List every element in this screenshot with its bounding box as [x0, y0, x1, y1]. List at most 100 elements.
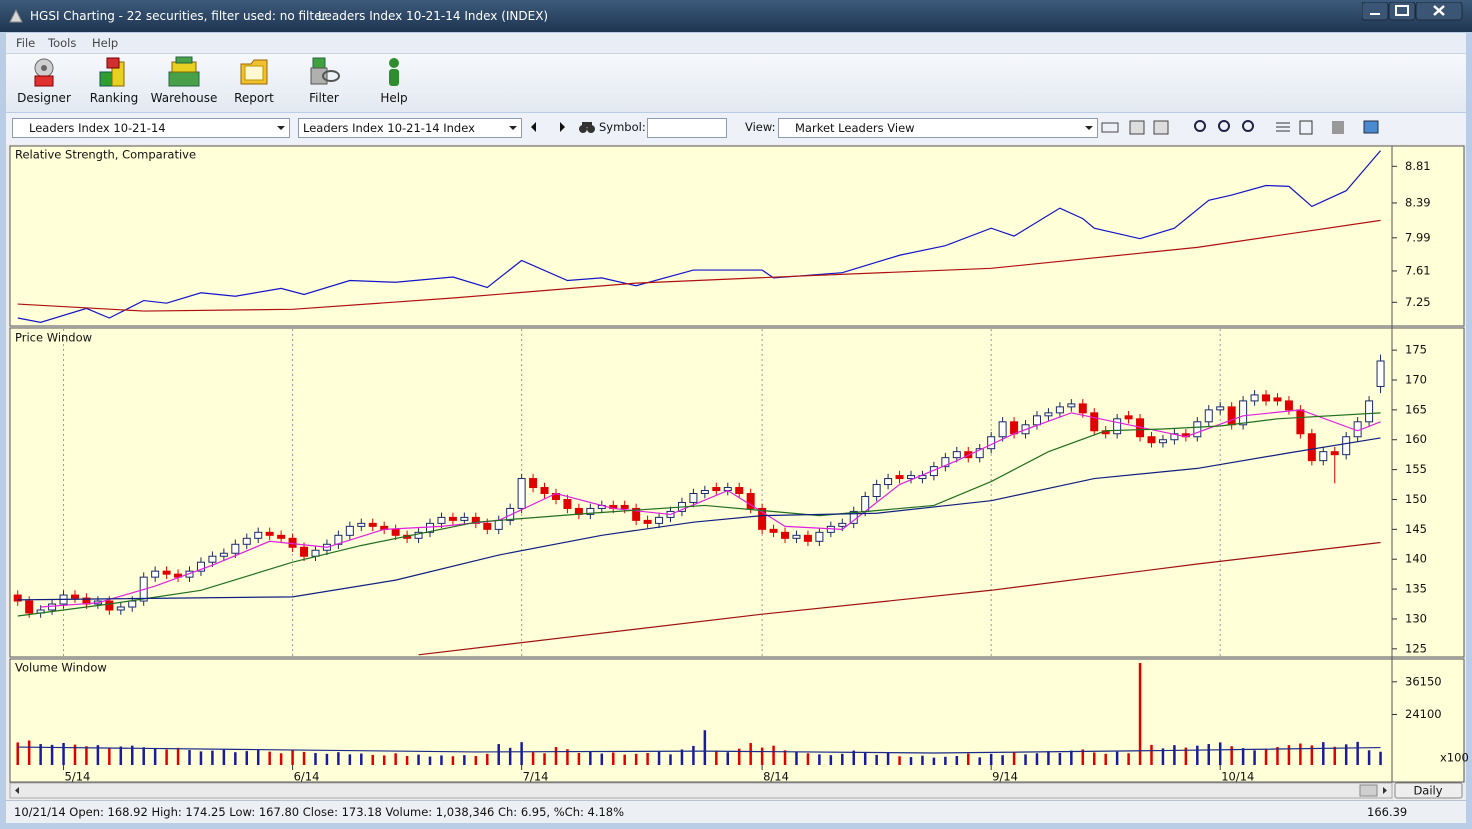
volume-bar — [1287, 745, 1291, 765]
candle-body — [460, 516, 469, 521]
volume-bar — [1081, 749, 1085, 765]
volume-bar — [1184, 747, 1188, 765]
volume-bar — [611, 752, 615, 765]
scrollbar[interactable] — [9, 782, 1393, 799]
volume-bar — [508, 747, 512, 765]
volume-bar — [188, 750, 191, 765]
candle-body — [689, 493, 698, 503]
menu-item[interactable]: Tools — [48, 36, 77, 50]
volume-bar — [531, 752, 535, 765]
volume-bar — [1241, 748, 1245, 765]
volume-bar — [623, 754, 626, 765]
volume-bar — [1173, 745, 1176, 765]
symbol-input[interactable] — [647, 118, 727, 138]
panel-title: Volume Window — [15, 661, 107, 675]
volume-bar — [944, 756, 947, 765]
view-select[interactable]: Market Leaders View — [778, 118, 1098, 138]
candle-body — [357, 522, 366, 527]
scroll-thumb[interactable] — [1359, 784, 1378, 797]
y-tick-label: 140 — [1405, 552, 1427, 566]
candle-body — [368, 522, 377, 527]
volume-bar — [1310, 745, 1314, 765]
button-label: Report — [234, 91, 274, 105]
volume-bar — [669, 754, 672, 765]
volume-bar — [1276, 747, 1279, 765]
list-select[interactable]: Leaders Index 10-21-14 — [12, 118, 290, 138]
toolbar-button[interactable]: Filter — [289, 56, 359, 110]
volume-bar — [1138, 662, 1142, 765]
toolbar-button[interactable]: Report — [219, 56, 289, 110]
nav-buttons[interactable] — [528, 118, 596, 136]
volume-bar — [829, 755, 833, 765]
volume-bar — [27, 740, 31, 765]
toolbar-button[interactable]: Designer — [9, 56, 79, 110]
candle-body — [1330, 451, 1339, 456]
button-label: Designer — [17, 91, 71, 105]
toolbar-button[interactable]: Ranking — [79, 56, 149, 110]
candle-body — [483, 522, 492, 530]
volume-bar — [1001, 755, 1004, 765]
icon — [99, 57, 125, 87]
volume-bar — [760, 747, 764, 765]
x-tick-label: 5/14 — [65, 770, 91, 784]
volume-bar — [405, 755, 409, 765]
candle-body — [1262, 394, 1271, 402]
volume-bar — [783, 750, 787, 765]
y-tick-label: 165 — [1405, 402, 1427, 416]
candle-body — [1055, 406, 1064, 414]
candle-body — [758, 507, 767, 530]
volume-bar — [898, 756, 901, 765]
candle-body — [563, 498, 572, 509]
volume-bar — [1196, 745, 1199, 765]
volume-bar — [245, 751, 249, 765]
panel — [9, 145, 1465, 327]
candle-body — [1032, 415, 1041, 426]
menu-item[interactable]: Help — [92, 36, 119, 50]
menu-bar: File Tools Help — [6, 33, 1466, 54]
x-tick-label: 9/14 — [992, 770, 1018, 784]
volume-bar — [1058, 753, 1062, 765]
volume-bar — [1299, 743, 1302, 765]
window-buttons[interactable] — [1362, 2, 1464, 22]
menu-item[interactable]: File — [16, 36, 36, 50]
volume-bar — [394, 753, 397, 765]
period-button[interactable] — [1394, 782, 1463, 799]
chart-tools[interactable] — [1100, 117, 1390, 139]
volume-bar — [715, 750, 718, 765]
security-select[interactable]: Leaders Index 10-21-14 Index — [298, 118, 522, 138]
panel-title: Relative Strength, Comparative — [15, 148, 196, 162]
volume-bar — [520, 742, 523, 765]
candle-body — [219, 552, 228, 557]
select-value: Leaders Index 10-21-14 — [29, 121, 166, 135]
volume-bar — [211, 750, 214, 765]
volume-bar — [165, 749, 168, 765]
volume-bar — [348, 754, 352, 765]
candle-body — [815, 531, 824, 542]
volume-bar — [703, 730, 707, 765]
toolbar-button[interactable]: Help — [359, 56, 429, 110]
volume-bar — [921, 755, 924, 765]
y-tick-label: 8.39 — [1405, 195, 1431, 209]
volume-bar — [1092, 752, 1096, 765]
candle-body — [1147, 436, 1156, 444]
volume-bar — [325, 753, 329, 765]
volume-bar — [932, 757, 936, 765]
x-tick-label: 10/14 — [1221, 770, 1254, 784]
volume-bar — [222, 749, 226, 765]
selector-bar: Leaders Index 10-21-14 Leaders Index 10-… — [6, 113, 1466, 144]
symbol-label: Symbol: — [599, 120, 646, 134]
candle-body — [48, 603, 57, 611]
candle-body — [1204, 409, 1213, 423]
candle-body — [277, 534, 286, 539]
volume-bar — [737, 748, 741, 765]
volume-bar — [1253, 750, 1256, 765]
icon — [310, 57, 340, 85]
y-unit: x100 — [1440, 751, 1469, 765]
y-tick-label: 36150 — [1405, 674, 1442, 688]
icon — [34, 58, 54, 87]
candle-body — [25, 600, 34, 614]
toolbar-button[interactable]: Warehouse — [149, 56, 219, 110]
period-label: Daily — [1413, 784, 1442, 798]
candle-body — [1239, 400, 1248, 426]
x-tick-label: 8/14 — [763, 770, 789, 784]
